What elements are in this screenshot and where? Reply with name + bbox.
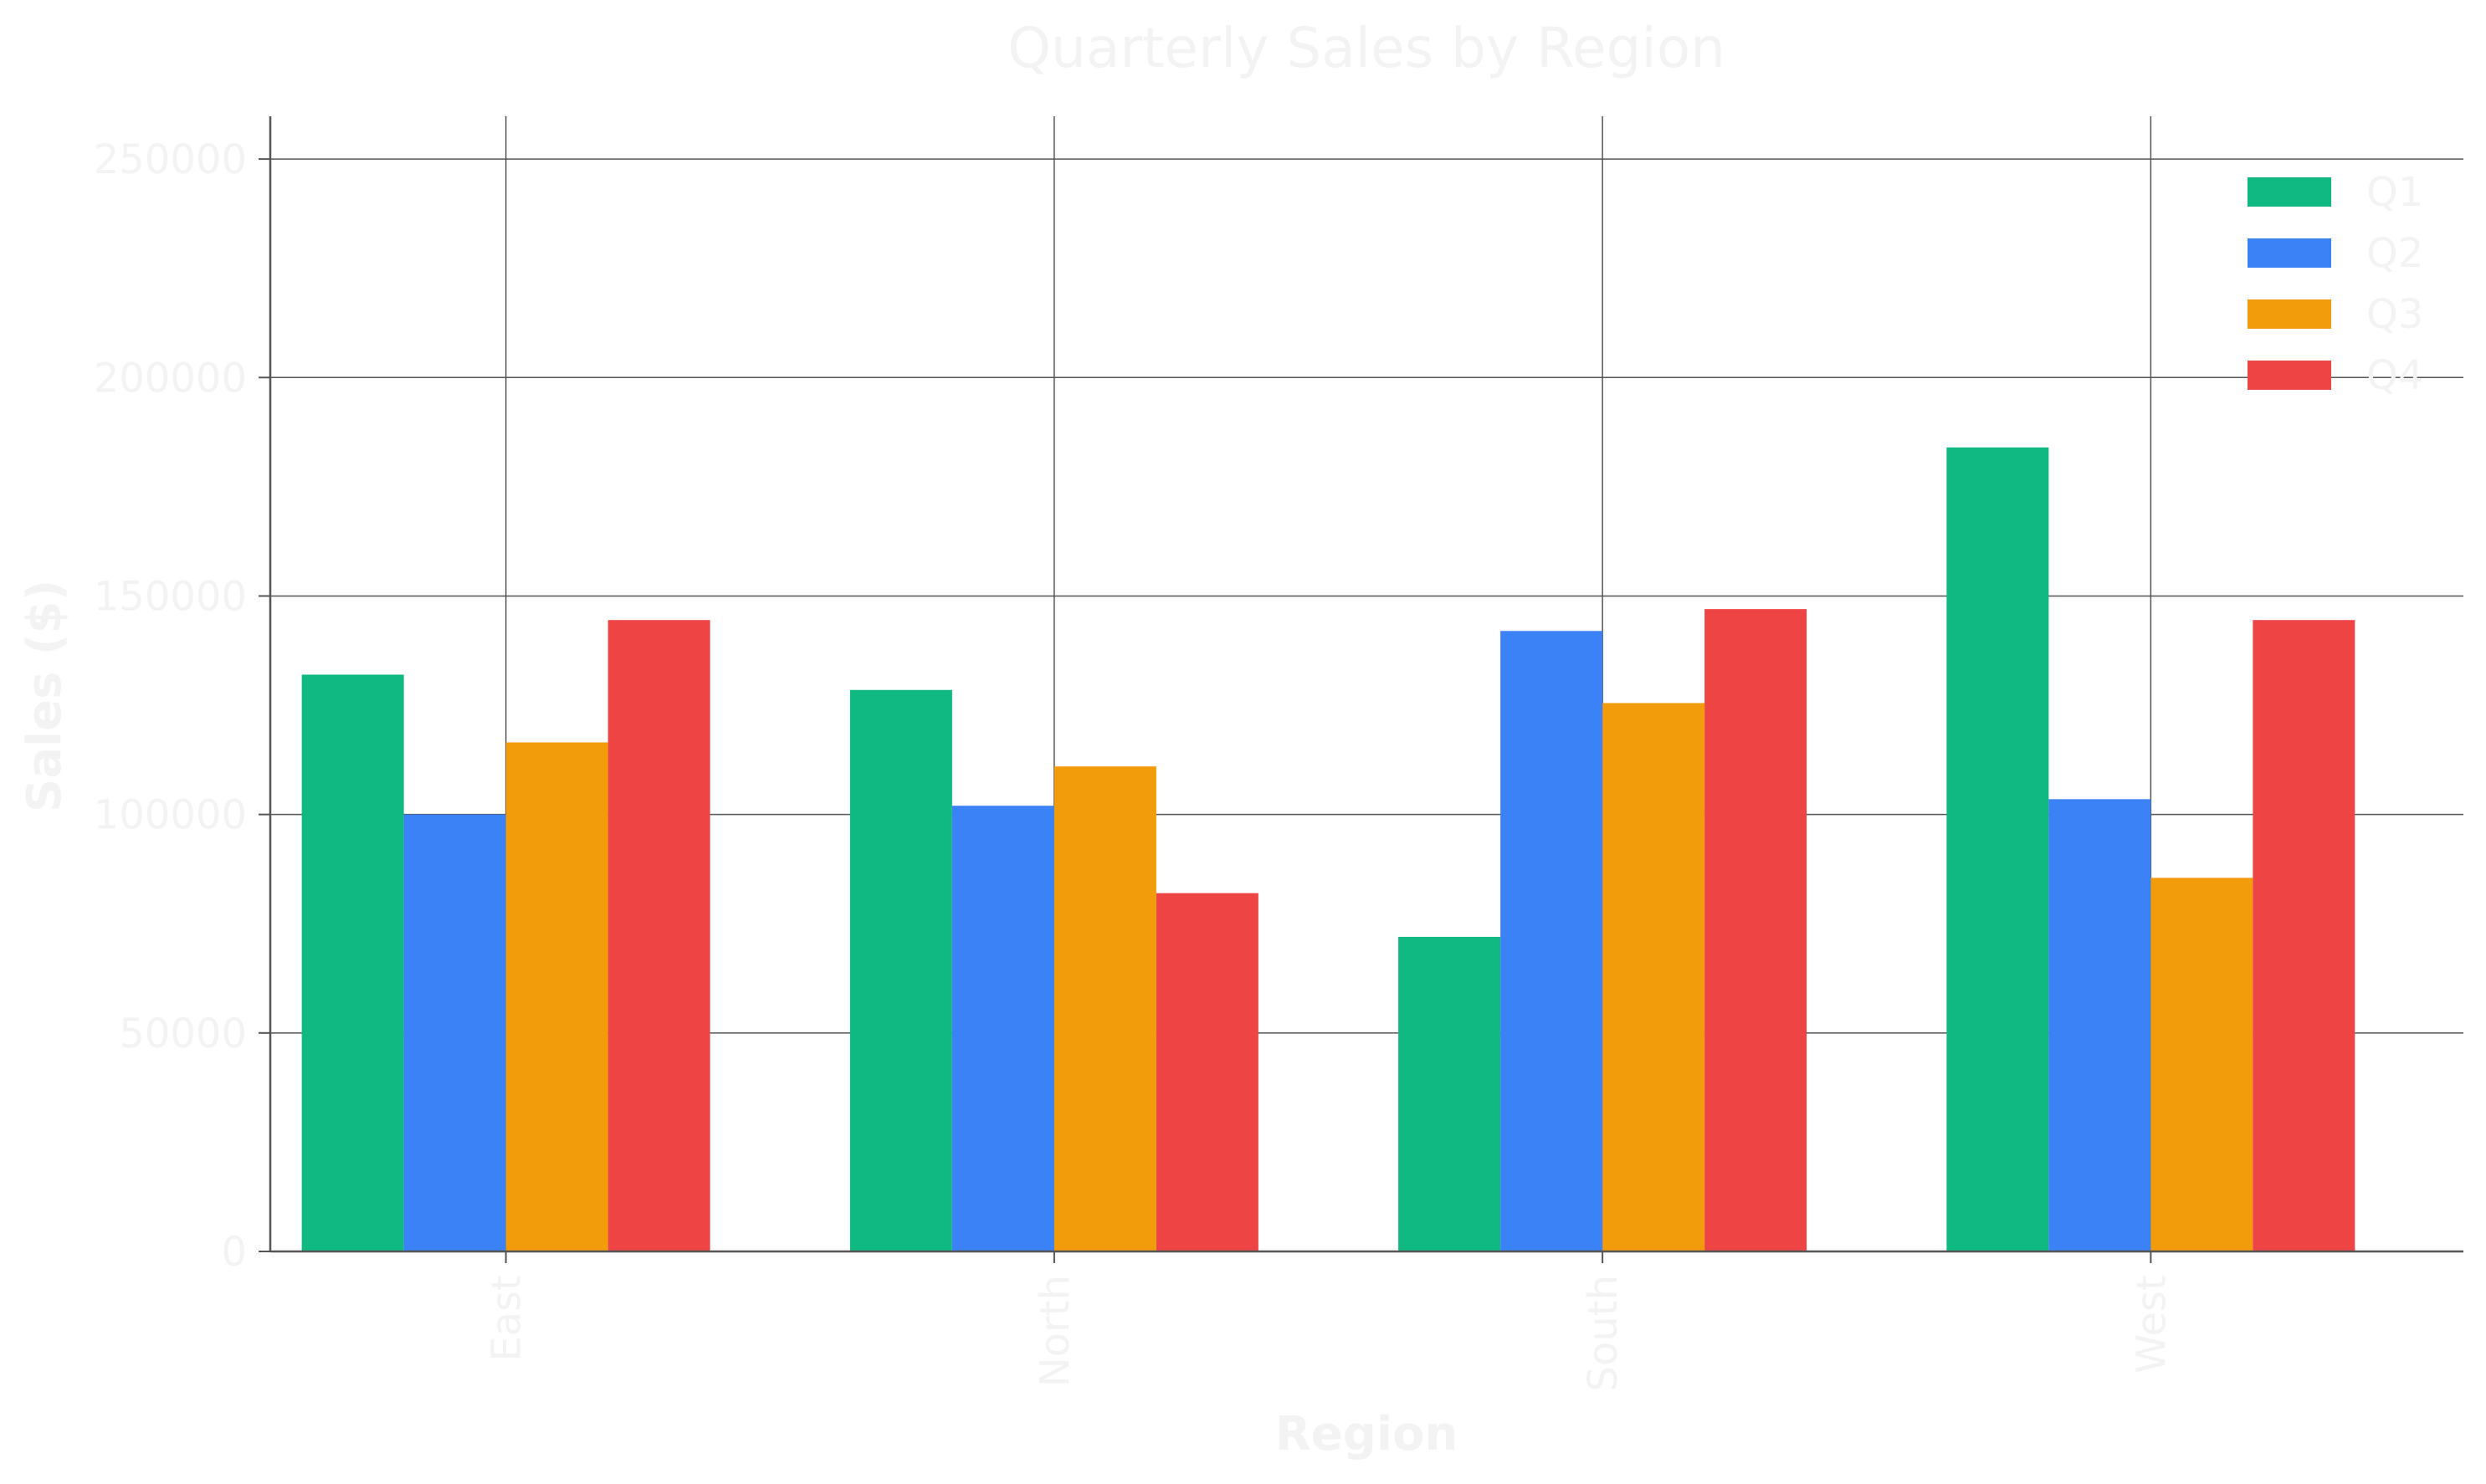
bar-q1-west <box>1946 447 2049 1251</box>
bar-q2-north <box>951 806 1054 1251</box>
legend-swatch-q2 <box>2248 238 2331 268</box>
bar-q3-east <box>505 742 608 1251</box>
axes <box>259 116 2463 1263</box>
bar-q4-north <box>1156 893 1258 1251</box>
x-tick-label: South <box>1580 1275 1627 1392</box>
bars <box>301 447 2355 1251</box>
bar-q3-west <box>2150 878 2253 1251</box>
y-tick-label: 200000 <box>94 355 247 402</box>
legend-label-q4: Q4 <box>2366 352 2423 399</box>
legend-label-q3: Q3 <box>2366 291 2423 338</box>
x-tick-label: West <box>2128 1275 2175 1374</box>
legend-swatch-q4 <box>2248 361 2331 390</box>
y-tick-label: 0 <box>221 1229 247 1276</box>
tick-labels: 0 50000 100000 150000 200000 250000 East North S… <box>94 136 2176 1391</box>
y-axis-title: Sales ($) <box>18 580 72 812</box>
bar-q2-west <box>2048 799 2151 1251</box>
bar-q1-south <box>1398 936 1501 1251</box>
legend-label-q2: Q2 <box>2366 230 2423 277</box>
bar-q1-east <box>301 674 404 1251</box>
bar-q2-east <box>403 814 506 1251</box>
bar-q1-north <box>849 689 952 1251</box>
chart-title: Quarterly Sales by Region <box>1007 16 1725 80</box>
x-tick-label: North <box>1032 1275 1079 1387</box>
bar-q4-west <box>2253 620 2355 1251</box>
legend-label-q1: Q1 <box>2366 169 2423 216</box>
bar-q3-north <box>1053 766 1156 1251</box>
x-tick-label: East <box>484 1275 531 1362</box>
legend: Q1 Q2 Q3 Q4 <box>2248 169 2423 399</box>
bar-q2-south <box>1500 631 1603 1251</box>
y-tick-label: 50000 <box>119 1011 247 1057</box>
y-tick-label: 150000 <box>94 573 247 620</box>
legend-swatch-q3 <box>2248 299 2331 329</box>
bar-q4-south <box>1704 609 1807 1251</box>
x-axis-title: Region <box>1275 1407 1458 1461</box>
bar-q3-south <box>1602 703 1705 1251</box>
y-tick-label: 250000 <box>94 136 247 183</box>
bar-q4-east <box>607 620 710 1251</box>
y-tick-label: 100000 <box>94 792 247 839</box>
legend-swatch-q1 <box>2248 177 2331 207</box>
